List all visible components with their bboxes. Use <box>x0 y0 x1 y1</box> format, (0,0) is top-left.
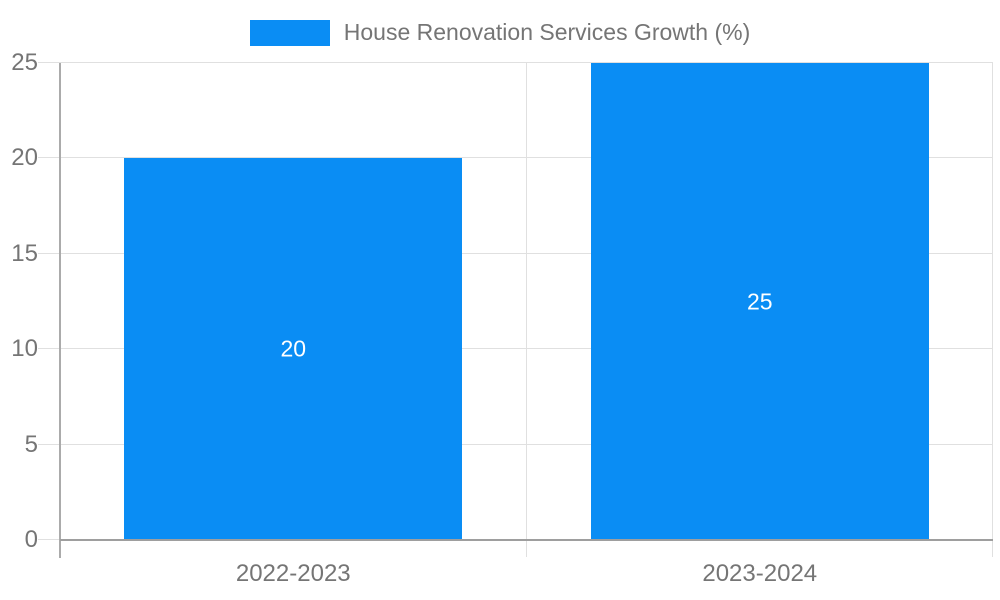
y-axis-tick-label-0: 0 <box>24 526 38 553</box>
gridline-x-boundary-1 <box>525 63 527 557</box>
x-axis-tick-label-2022-2023: 2022-2023 <box>235 560 351 587</box>
bar-data-label-2022-2023: 20 <box>280 335 307 362</box>
gridline-y-25 <box>38 62 993 63</box>
y-axis-tick-label-20: 20 <box>11 144 38 172</box>
category-band-2023-2024: 25 <box>527 63 994 540</box>
x-axis-tick-label-2023-2024: 2023-2024 <box>702 560 818 587</box>
gridline-y-5 <box>38 443 993 445</box>
x-axis-baseline <box>60 539 993 541</box>
bar-2022-2023: 20 <box>124 158 463 540</box>
gridline-y-15 <box>38 252 993 254</box>
plot-area: 0 5 10 15 20 25 20 2022-2023 25 2023-2024 <box>11 49 994 587</box>
gridline-y-20 <box>38 157 993 159</box>
bar-2023-2024: 25 <box>590 63 929 540</box>
y-axis-tick-label-10: 10 <box>11 335 38 363</box>
y-axis-tick-label-25: 25 <box>11 49 38 76</box>
legend-color-swatch <box>249 19 330 46</box>
gridline-y-10 <box>38 348 993 350</box>
category-band-2022-2023: 20 <box>60 63 527 540</box>
y-axis-tick-label-15: 15 <box>11 239 38 267</box>
y-axis-tick-label-5: 5 <box>24 430 38 458</box>
legend-series-label: House Renovation Services Growth (%) <box>343 19 751 45</box>
y-axis-line <box>59 63 61 558</box>
chart-legend: House Renovation Services Growth (%) <box>0 19 1000 46</box>
gridline-x-boundary-2 <box>992 63 993 557</box>
bar-data-label-2023-2024: 25 <box>746 288 773 314</box>
